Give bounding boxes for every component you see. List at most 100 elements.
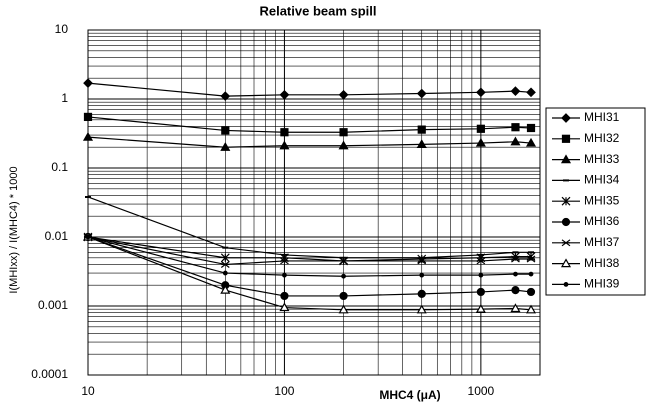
marker-part — [416, 304, 427, 314]
marker-part — [280, 257, 289, 265]
marker-part — [528, 271, 534, 277]
marker-part — [417, 125, 426, 134]
marker — [222, 270, 228, 276]
marker-part — [279, 302, 290, 312]
marker-part — [338, 304, 349, 314]
marker-part — [526, 287, 536, 297]
series-line — [87, 236, 532, 262]
marker-part — [279, 140, 290, 150]
marker — [526, 287, 536, 297]
legend-label: MHI39 — [584, 277, 620, 291]
marker-part — [560, 258, 572, 268]
marker — [526, 87, 536, 98]
y-tick-label: 0.01 — [45, 229, 69, 243]
marker — [416, 304, 427, 314]
marker — [220, 142, 231, 151]
marker-part — [511, 123, 520, 132]
x-axis-label: MHC4 (μA) — [379, 388, 440, 402]
marker-part — [511, 285, 520, 295]
marker-part — [525, 304, 537, 314]
marker-part — [475, 137, 486, 147]
marker-part — [85, 234, 91, 240]
marker — [417, 289, 426, 298]
marker — [525, 137, 537, 147]
marker-part — [475, 303, 486, 313]
marker — [525, 304, 537, 314]
marker-part — [220, 253, 230, 263]
marker-part — [526, 87, 536, 98]
marker — [280, 257, 289, 265]
marker-part — [419, 272, 425, 278]
marker-part — [417, 257, 427, 265]
marker-part — [280, 128, 289, 137]
marker-part — [338, 89, 349, 100]
marker — [510, 303, 521, 313]
marker-part — [338, 140, 349, 150]
marker — [220, 284, 231, 294]
marker-part — [417, 289, 426, 298]
marker-part — [525, 137, 537, 147]
marker — [83, 78, 93, 88]
y-tick-label: 0.0001 — [31, 367, 68, 381]
marker — [417, 125, 426, 134]
marker-part — [561, 196, 571, 206]
marker — [280, 291, 289, 301]
legend-label: MHI37 — [584, 235, 620, 249]
y-tick-label: 10 — [55, 22, 69, 36]
marker — [476, 87, 486, 98]
marker-part — [561, 239, 571, 247]
marker — [476, 287, 485, 297]
marker-part — [513, 271, 518, 277]
marker — [279, 302, 290, 312]
marker-part — [83, 78, 93, 88]
marker-part — [510, 303, 521, 313]
marker-part — [339, 128, 348, 137]
marker-part — [561, 113, 571, 123]
marker — [561, 134, 571, 143]
plot-area — [87, 29, 541, 376]
chart-title: Relative beam spill — [259, 3, 376, 18]
marker — [419, 272, 425, 278]
series-line — [87, 82, 532, 97]
marker-part — [339, 291, 348, 301]
marker — [561, 113, 571, 123]
marker — [513, 271, 518, 277]
x-tick-label: 100 — [274, 384, 294, 398]
marker — [526, 255, 536, 263]
marker — [339, 128, 348, 137]
marker — [220, 91, 231, 101]
marker — [561, 239, 571, 247]
marker-part — [526, 255, 536, 263]
series-line — [87, 196, 532, 259]
marker-part — [83, 112, 93, 122]
legend-label: MHI34 — [584, 173, 620, 187]
marker — [560, 154, 572, 164]
legend-label: MHI36 — [584, 214, 620, 228]
marker-part — [82, 131, 94, 141]
marker-part — [222, 270, 228, 276]
marker — [528, 271, 534, 277]
marker — [339, 291, 348, 301]
marker — [561, 196, 571, 206]
marker-part — [221, 126, 230, 135]
legend-label: MHI31 — [584, 110, 620, 124]
legend-label: MHI35 — [584, 193, 620, 207]
marker — [279, 89, 290, 100]
marker — [510, 86, 521, 96]
marker — [476, 124, 485, 133]
series-line — [87, 236, 532, 297]
marker-part — [561, 217, 571, 227]
marker-part — [416, 139, 427, 148]
y-tick-label: 0.1 — [51, 160, 68, 174]
marker — [475, 303, 486, 313]
marker-part — [510, 136, 521, 146]
marker — [475, 137, 486, 147]
x-tick-label: 10 — [81, 384, 95, 398]
marker — [511, 285, 520, 295]
marker-part — [220, 91, 231, 101]
marker — [511, 123, 520, 132]
marker — [560, 258, 572, 268]
marker — [280, 128, 289, 137]
marker-part — [220, 142, 231, 151]
